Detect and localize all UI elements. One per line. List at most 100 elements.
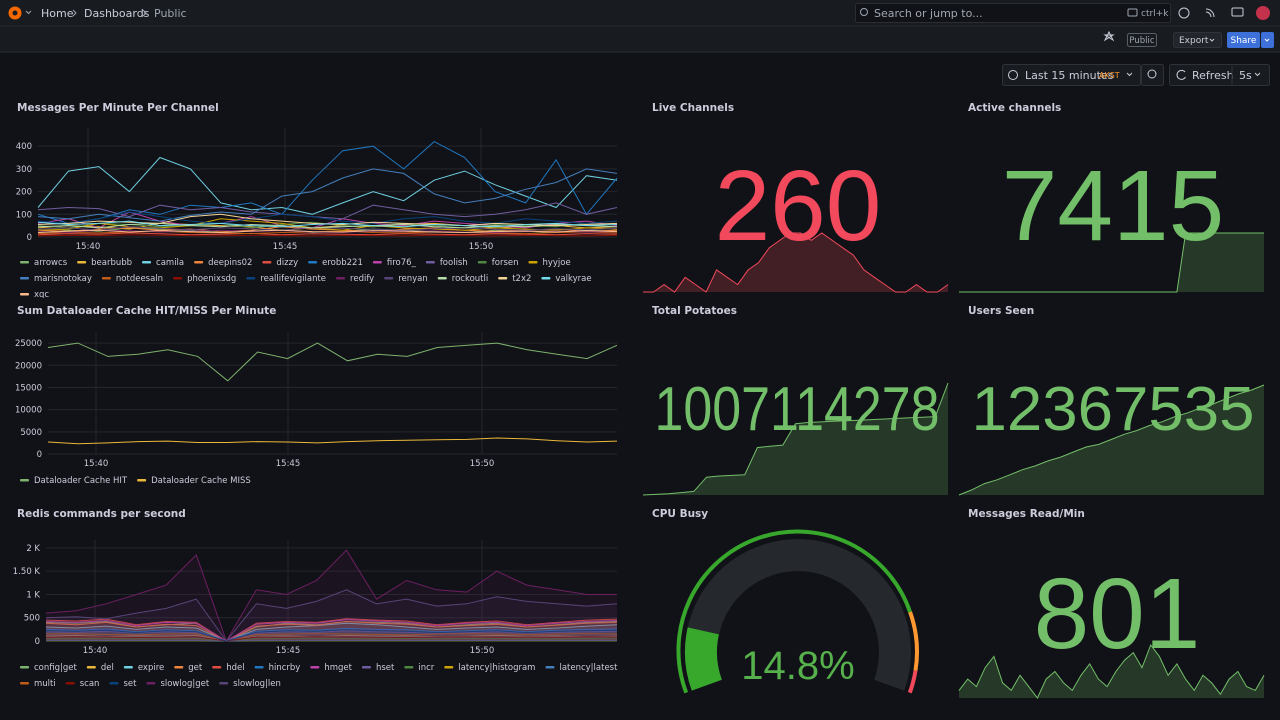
panel-title: Active channels xyxy=(968,102,1061,114)
y-tick-label: 2 K xyxy=(26,544,40,554)
series-line xyxy=(45,618,618,642)
sparkline xyxy=(958,643,1265,699)
legend-label[interactable]: hdel xyxy=(226,663,244,673)
sparkline xyxy=(958,384,1265,496)
panel xyxy=(8,298,633,498)
series-line xyxy=(37,232,618,236)
legend-label[interactable]: del xyxy=(101,663,114,673)
sparkline-area xyxy=(959,385,1264,495)
series-line xyxy=(45,637,618,642)
legend-swatch xyxy=(123,666,133,669)
legend-label[interactable]: t2x2 xyxy=(512,274,531,284)
legend-label[interactable]: dizzy xyxy=(276,258,298,268)
avatar[interactable] xyxy=(1256,6,1270,20)
legend-label[interactable]: reallifevigilante xyxy=(260,274,326,284)
legend-swatch xyxy=(262,261,272,264)
legend-label[interactable]: bearbubb xyxy=(91,258,132,268)
legend-label[interactable]: Dataloader Cache MISS xyxy=(151,476,251,486)
legend-label[interactable]: incr xyxy=(418,663,434,673)
legend-label[interactable]: firo76_ xyxy=(387,258,417,268)
news-icon[interactable] xyxy=(1205,8,1215,18)
series-line xyxy=(37,229,618,234)
legend-label[interactable]: hincrby xyxy=(269,663,301,673)
badge-text: Public xyxy=(1129,36,1154,46)
legend-swatch xyxy=(477,261,487,264)
series-line xyxy=(45,630,618,642)
legend-label[interactable]: marisnotokay xyxy=(34,274,92,284)
y-tick-label: 10000 xyxy=(15,406,42,416)
legend-label[interactable]: xqc xyxy=(34,290,49,300)
legend-label[interactable]: erobb221 xyxy=(322,258,363,268)
time-picker[interactable] xyxy=(1002,64,1141,86)
breadcrumb[interactable]: Home xyxy=(41,7,74,20)
panel xyxy=(959,298,1264,498)
x-tick-label: 15:40 xyxy=(76,242,101,252)
legend-label[interactable]: hset xyxy=(376,663,395,673)
legend-label[interactable]: latency|latest xyxy=(559,663,618,673)
panel-title: Sum Dataloader Cache HIT/MISS Per Minute xyxy=(17,305,276,317)
legend-label[interactable]: valkyrae xyxy=(555,274,591,284)
help-icon[interactable] xyxy=(1178,7,1190,19)
x-tick-label: 15:50 xyxy=(470,646,495,656)
sparkline xyxy=(643,232,949,293)
legend-swatch xyxy=(194,261,204,264)
breadcrumb[interactable]: Dashboards xyxy=(84,7,150,20)
legend-swatch xyxy=(20,261,29,264)
legend-label[interactable]: slowlog|get xyxy=(160,679,209,689)
kiosk-icon[interactable] xyxy=(1231,7,1244,17)
stat-value: 12367535 xyxy=(972,375,1255,444)
y-tick-label: 5000 xyxy=(20,428,42,438)
y-tick-label: 0 xyxy=(37,450,42,460)
series-line xyxy=(46,640,617,642)
series-line xyxy=(37,226,618,231)
legend-label[interactable]: redify xyxy=(350,274,374,284)
series-area xyxy=(46,629,617,641)
legend-label[interactable]: phoenixsdg xyxy=(187,274,236,284)
series-line xyxy=(45,620,618,642)
share-button[interactable] xyxy=(1227,32,1260,48)
x-tick-label: 15:50 xyxy=(470,459,495,469)
legend-label[interactable]: get xyxy=(188,663,203,673)
series-line xyxy=(37,234,618,237)
legend-label[interactable]: expire xyxy=(138,663,164,673)
legend-label[interactable]: set xyxy=(123,679,137,689)
panel-title: Users Seen xyxy=(968,305,1034,317)
legend-label[interactable]: foolish xyxy=(440,258,468,268)
legend-label[interactable]: config|get xyxy=(34,663,77,673)
series-area xyxy=(46,589,617,641)
legend-label[interactable]: scan xyxy=(80,679,100,689)
legend-label[interactable]: multi xyxy=(34,679,56,689)
star-icon[interactable] xyxy=(1103,30,1115,42)
legend-label[interactable]: renyan xyxy=(398,274,428,284)
zoom-out[interactable] xyxy=(1141,64,1164,86)
legend-label[interactable]: arrowcs xyxy=(34,258,68,268)
legend-swatch xyxy=(437,277,447,280)
legend-swatch xyxy=(142,261,152,264)
panel-title: Live Channels xyxy=(652,102,734,114)
legend-label[interactable]: forsen xyxy=(492,258,519,268)
stat-value: 801 xyxy=(1034,558,1201,670)
export-button[interactable] xyxy=(1173,32,1222,48)
legend-label[interactable]: deepins02 xyxy=(208,258,252,268)
refresh-picker[interactable] xyxy=(1169,64,1270,86)
search-box[interactable] xyxy=(855,3,1171,23)
panel-title: Messages Per Minute Per Channel xyxy=(17,102,219,114)
legend-label[interactable]: rockoutli xyxy=(452,274,488,284)
sparkline xyxy=(642,382,949,496)
legend-label[interactable]: hmget xyxy=(324,663,352,673)
legend-label[interactable]: latency|histogram xyxy=(458,663,535,673)
legend-swatch xyxy=(372,261,382,264)
legend-label[interactable]: Dataloader Cache HIT xyxy=(34,476,128,486)
x-tick-label: 15:45 xyxy=(276,459,301,469)
y-tick-label: 100 xyxy=(16,210,32,220)
legend-label[interactable]: hyyjoe xyxy=(542,258,570,268)
legend-label[interactable]: slowlog|len xyxy=(233,679,281,689)
y-tick-label: 15000 xyxy=(15,383,42,393)
separator xyxy=(142,9,147,17)
legend-label[interactable]: camila xyxy=(156,258,184,268)
legend-label[interactable]: notdeesaln xyxy=(116,274,163,284)
search-icon xyxy=(860,8,868,16)
legend-swatch xyxy=(545,666,555,669)
series-line xyxy=(45,627,618,642)
